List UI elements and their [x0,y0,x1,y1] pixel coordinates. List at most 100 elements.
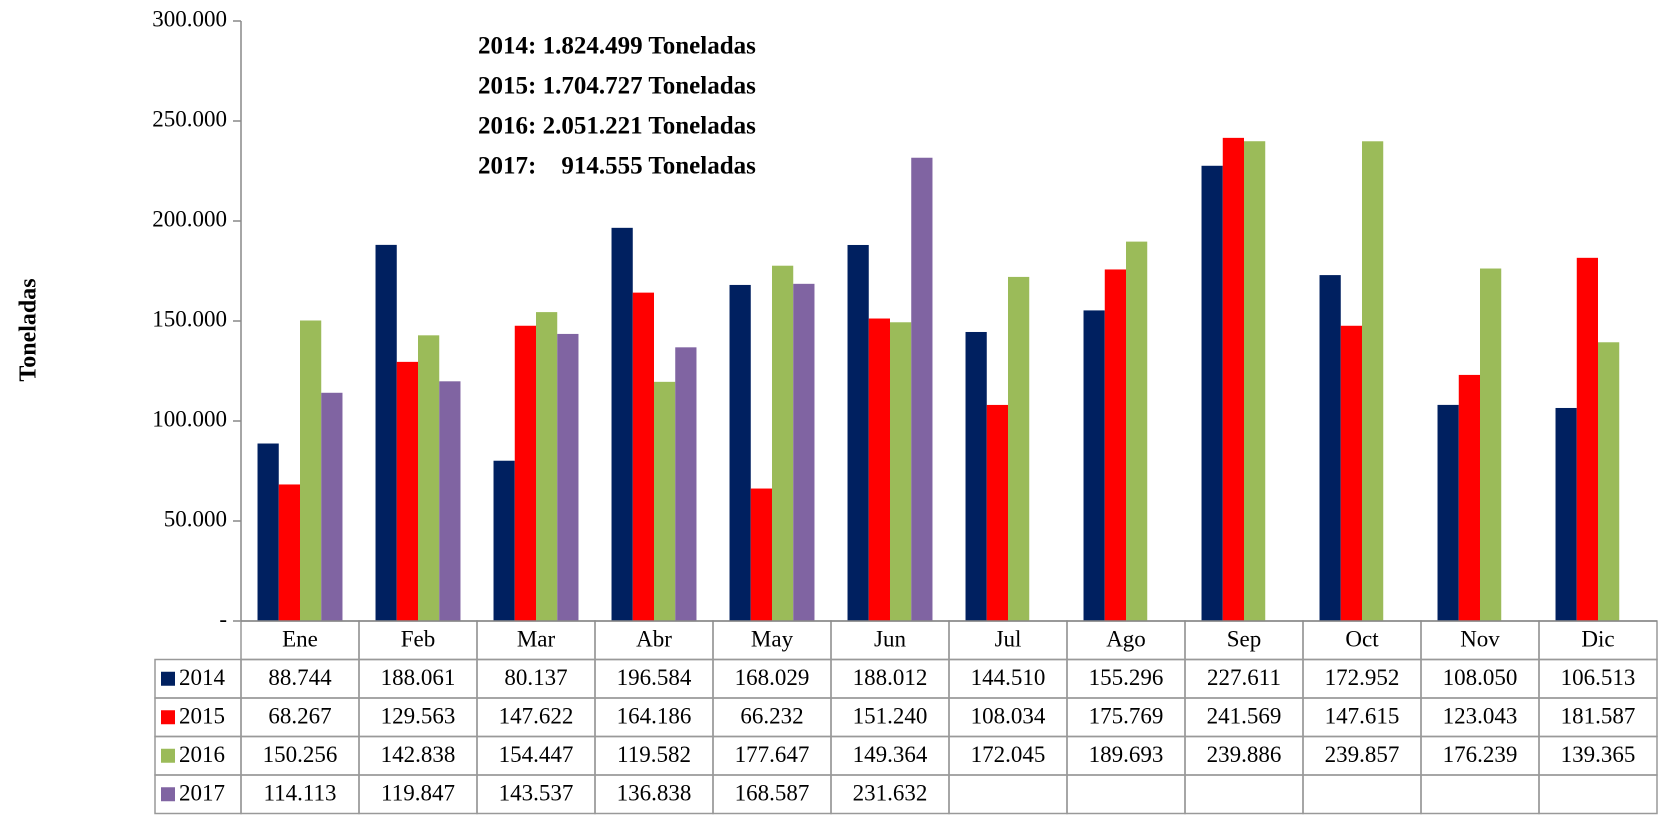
table-value: 88.744 [268,665,332,690]
x-tick-label: Oct [1345,627,1379,652]
table-value: 175.769 [1089,704,1164,729]
x-tick-label: Nov [1460,627,1500,652]
bar [1438,405,1459,621]
table-cell [1067,775,1185,814]
bar [654,382,675,621]
table-value: 150.256 [263,742,338,767]
table-value: 151.240 [853,704,928,729]
chart: Toneladas -50.000100.000150.000200.00025… [0,0,1671,815]
legend-label: 2016 [179,742,225,767]
x-tick-label: Feb [401,627,436,652]
bar [439,381,460,621]
table-value: 149.364 [853,742,928,767]
bar [1126,242,1147,621]
legend-swatch [161,787,175,801]
bar [675,347,696,621]
table-cell [1303,775,1421,814]
y-tick-label: - [219,606,227,631]
bar [911,158,932,621]
bar [730,285,751,621]
y-tick-label: 50.000 [164,506,227,531]
table-value: 80.137 [504,665,567,690]
bar [1320,275,1341,621]
bar [557,334,578,621]
bar [1084,310,1105,621]
x-tick-label: Ene [282,627,318,652]
table-value: 227.611 [1207,665,1281,690]
bar [1598,342,1619,621]
table-value: 172.045 [971,742,1046,767]
bar [1341,326,1362,621]
table-value: 164.186 [617,704,692,729]
bar [1202,166,1223,621]
y-tick-label: 250.000 [152,106,227,131]
x-tick-label: May [751,627,794,652]
bar [279,484,300,621]
y-tick-label: 100.000 [152,406,227,431]
y-tick-label: 150.000 [152,306,227,331]
legend-label: 2017 [179,781,225,806]
table-value: 114.113 [263,781,336,806]
x-tick-label: Abr [636,627,672,652]
bar [966,332,987,621]
table-value: 188.012 [853,665,928,690]
table-value: 66.232 [740,704,803,729]
table-value: 196.584 [617,665,692,690]
bar [1459,375,1480,621]
y-axis-title: Toneladas [16,278,42,381]
legend-label: 2014 [179,665,226,690]
table-value: 239.886 [1207,742,1282,767]
table-value: 119.582 [617,742,691,767]
bar [258,444,279,621]
table-value: 168.029 [735,665,810,690]
bar [418,335,439,621]
legend-swatch [161,749,175,763]
table-value: 189.693 [1089,742,1164,767]
table-cell [1539,775,1657,814]
table-cell [949,775,1067,814]
table-value: 176.239 [1443,742,1518,767]
bar [1223,138,1244,621]
annotation: 2014: 1.824.499 Toneladas [478,33,756,60]
bar [869,319,890,621]
table-value: 108.034 [971,704,1046,729]
x-tick-label: Jun [874,627,906,652]
table-value: 188.061 [381,665,456,690]
bar [536,312,557,621]
bar [397,362,418,621]
table-value: 136.838 [617,781,692,806]
table-value: 241.569 [1207,704,1282,729]
table-value: 144.510 [971,665,1046,690]
table-value: 139.365 [1561,742,1636,767]
table-value: 154.447 [499,742,574,767]
table-value: 181.587 [1561,704,1636,729]
table-cell [1185,775,1303,814]
bar [1244,141,1265,621]
table-value: 239.857 [1325,742,1400,767]
table-value: 143.537 [499,781,574,806]
bar [515,326,536,621]
bar [751,489,772,621]
table-value: 68.267 [268,704,331,729]
annotation: 2015: 1.704.727 Toneladas [478,73,756,100]
table-value: 119.847 [381,781,455,806]
table-value: 168.587 [735,781,810,806]
table-value: 172.952 [1325,665,1400,690]
bar [848,245,869,621]
bar [987,405,1008,621]
table-value: 142.838 [381,742,456,767]
bar [300,320,321,621]
bar [1105,269,1126,621]
y-tick-label: 300.000 [152,6,227,31]
bar [612,228,633,621]
table-value: 177.647 [735,742,810,767]
annotation: 2017: 914.555 Toneladas [478,153,756,180]
bar [1008,277,1029,621]
bar [890,322,911,621]
legend-swatch [161,672,175,686]
x-tick-label: Ago [1106,627,1146,652]
table-value: 147.622 [499,704,574,729]
bar [376,245,397,621]
table-value: 106.513 [1561,665,1636,690]
legend-label: 2015 [179,704,225,729]
